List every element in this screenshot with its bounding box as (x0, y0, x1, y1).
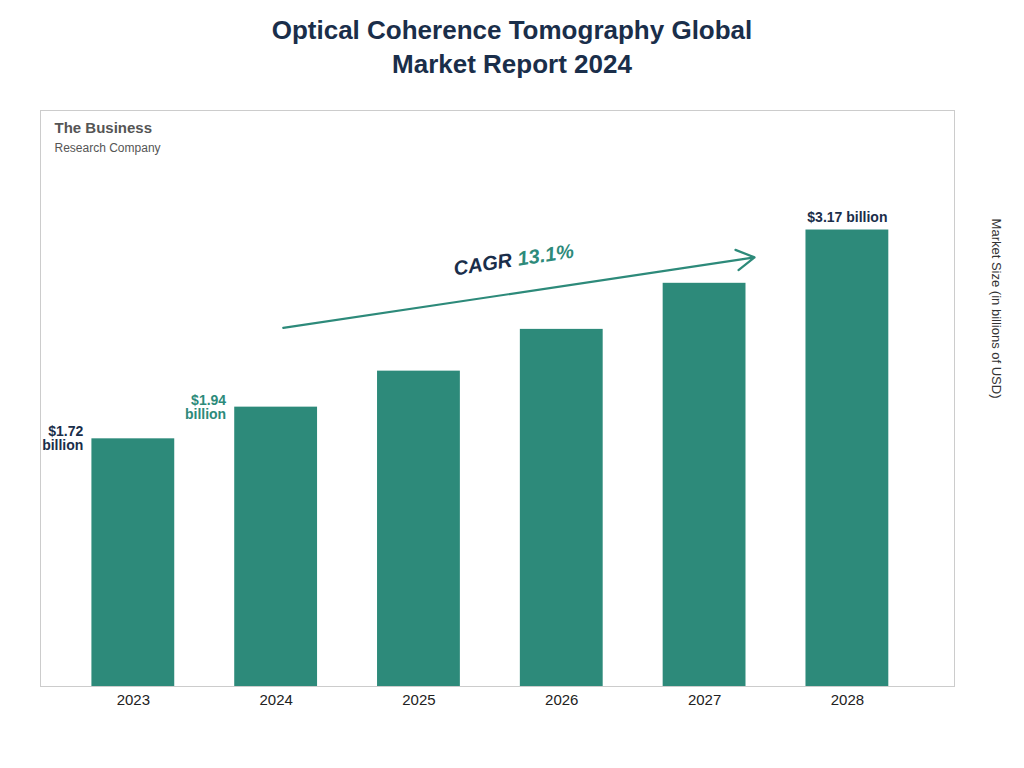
svg-text:2024: 2024 (259, 691, 292, 708)
html-text:Optical Coherence Tomography G: Optical Coherence Tomography Global Mark… (271, 15, 753, 79)
svg-text:Market Size (in billions of US: Market Size (in billions of USD) (989, 218, 1004, 398)
svg-text:CAGR: CAGR (452, 248, 519, 279)
svg-text:$1.94billion: $1.94billion (185, 391, 226, 421)
svg-text:The Business: The Business (55, 119, 153, 136)
svg-text:2028: 2028 (831, 691, 864, 708)
svg-text:2025: 2025 (402, 691, 435, 708)
svg-text:13.1%: 13.1% (516, 239, 576, 269)
svg-text:2023: 2023 (117, 691, 150, 708)
svg-text:$1.72billion: $1.72billion (42, 423, 83, 453)
svg-text:2027: 2027 (688, 691, 721, 708)
svg-text:2026: 2026 (545, 691, 578, 708)
svg-text:Research Company: Research Company (55, 141, 161, 155)
svg-text:$3.17 billion: $3.17 billion (807, 209, 887, 225)
